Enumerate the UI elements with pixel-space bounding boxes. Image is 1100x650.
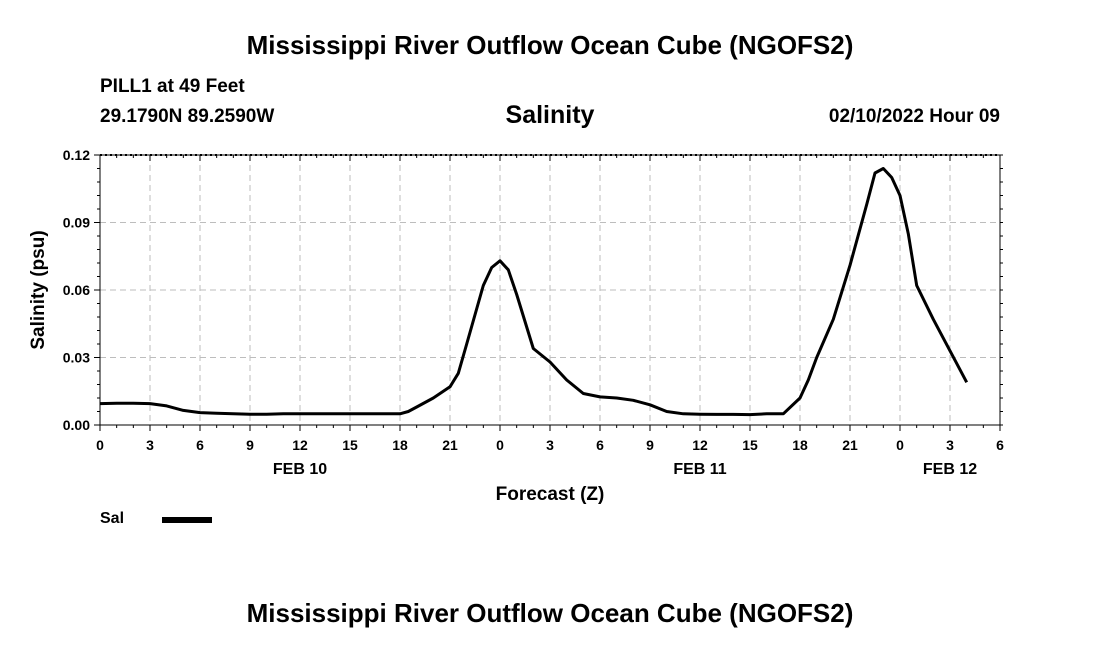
y-tick-label: 0.12 [63,147,90,163]
page-title-repeat: Mississippi River Outflow Ocean Cube (NG… [246,598,854,628]
x-tick-label: 3 [946,437,954,453]
x-tick-label: 18 [392,437,408,453]
y-axis-label: Salinity (psu) [28,230,49,349]
x-tick-label: 12 [692,437,708,453]
y-tick-labels: 0.00 0.03 0.06 0.09 0.12 [63,147,90,433]
date-labels: FEB 10 FEB 11 FEB 12 [273,461,977,478]
date-label: FEB 11 [673,461,726,478]
x-tick-label: 0 [96,437,104,453]
x-tick-label: 9 [246,437,254,453]
chart-grid [100,155,1000,425]
page-title: Mississippi River Outflow Ocean Cube (NG… [246,30,854,60]
y-tick-label: 0.06 [63,282,90,298]
x-tick-label: 6 [596,437,604,453]
x-tick-label: 18 [792,437,808,453]
date-label: FEB 10 [273,461,327,478]
x-tick-label: 0 [496,437,504,453]
station-label: PILL1 at 49 Feet [100,76,245,97]
legend-label: Sal [100,510,125,527]
y-tick-label: 0.09 [63,215,90,231]
x-tick-label: 15 [742,437,758,453]
legend-line-swatch [162,517,212,523]
x-tick-labels: 0 3 6 9 12 15 18 21 0 3 6 9 12 15 18 21 0 3 6 [96,437,1004,453]
chart-subtitle: Salinity [505,101,595,129]
x-tick-label: 12 [292,437,308,453]
station-coordinates: 29.1790N 89.2590W [100,106,275,127]
x-tick-label: 6 [996,437,1004,453]
x-tick-label: 0 [896,437,904,453]
x-tick-label: 9 [646,437,654,453]
date-label: FEB 12 [923,461,977,478]
x-tick-label: 3 [146,437,154,453]
forecast-datetime: 02/10/2022 Hour 09 [828,106,1000,127]
chart-ticks [94,154,1003,431]
x-tick-label: 21 [842,437,858,453]
x-tick-label: 3 [546,437,554,453]
series-line-sal [99,167,969,417]
x-axis-label: Forecast (Z) [496,484,605,505]
x-tick-label: 21 [442,437,458,453]
y-tick-label: 0.00 [63,417,90,433]
x-tick-label: 15 [342,437,358,453]
x-tick-label: 6 [196,437,204,453]
y-tick-label: 0.03 [63,350,90,366]
